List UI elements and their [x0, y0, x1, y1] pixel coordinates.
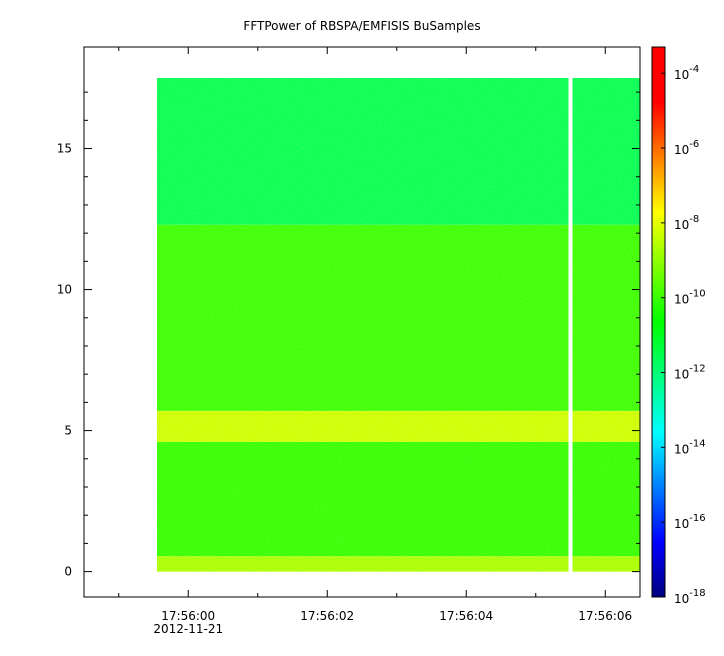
colorbar-tick-exponent: -8 [689, 214, 699, 225]
plot-area [83, 46, 641, 598]
colorbar-tick-base: 10 [674, 68, 689, 82]
x-tick-label: 17:56:04 [439, 609, 493, 623]
y-tick-label: 15 [57, 142, 72, 156]
colorbar-tick-label: 10-8 [674, 214, 699, 232]
x-axis: 17:56:00 17:56:02 17:56:04 17:56:06 2012-11-… [118, 47, 632, 636]
data-gap [568, 77, 573, 573]
colorbar-tick-exponent: -4 [689, 64, 699, 75]
y-tick-label: 0 [64, 565, 72, 579]
colorbar-tick-exponent: -18 [689, 588, 705, 599]
colorbar-tick-base: 10 [674, 442, 689, 456]
spectrogram-texture [156, 78, 640, 572]
colorbar-tick-label: 10-12 [674, 364, 706, 382]
colorbar-tick-exponent: -6 [689, 139, 699, 150]
x-date-label: 2012-11-21 [153, 622, 223, 636]
colorbar-tick-exponent: -16 [689, 513, 705, 524]
x-tick-label: 17:56:02 [300, 609, 354, 623]
plot-frame [83, 46, 641, 598]
colorbar-tick-label: 10-6 [674, 139, 699, 157]
colorbar-tick-exponent: -10 [689, 289, 705, 300]
colorbar-tick-label: 10-10 [674, 289, 706, 307]
y-tick-label: 5 [64, 424, 72, 438]
x-tick-label: 17:56:00 [161, 609, 215, 623]
colorbar-gradient [651, 46, 666, 598]
colorbar-tick-exponent: -12 [689, 364, 705, 375]
colorbar-tick-label: 10-16 [674, 513, 706, 531]
chart-title: FFTPower of RBSPA/EMFISIS BuSamples [243, 19, 480, 33]
colorbar-tick-label: 10-4 [674, 64, 699, 82]
colorbar-tick-base: 10 [674, 368, 689, 382]
colorbar-tick-base: 10 [674, 143, 689, 157]
colorbar-tick-base: 10 [674, 218, 689, 232]
y-tick-label: 10 [57, 283, 72, 297]
colorbar-tick-base: 10 [674, 293, 689, 307]
colorbar-tick-label: 10-18 [674, 588, 706, 606]
y-axis: 0 5 10 15 [57, 91, 640, 579]
colorbar-tick-base: 10 [674, 592, 689, 606]
x-tick-label: 17:56:06 [578, 609, 632, 623]
colorbar-tick-label: 10-14 [674, 438, 706, 456]
colorbar-tick-base: 10 [674, 517, 689, 531]
colorbar-tick-exponent: -14 [689, 438, 705, 449]
